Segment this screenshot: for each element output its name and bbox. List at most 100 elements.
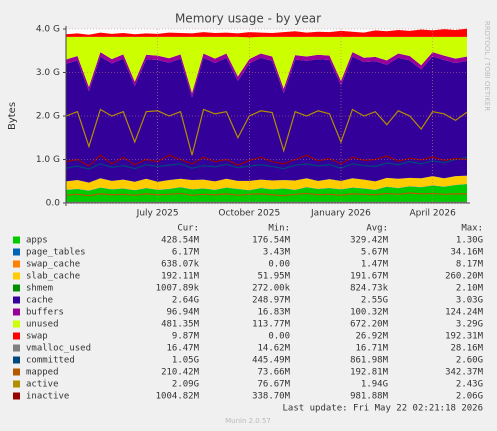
legend-value: 3.43M	[263, 248, 291, 258]
legend-label: committed	[26, 356, 75, 366]
legend-value: 16.83M	[257, 308, 290, 318]
legend-label: vmalloc_used	[26, 344, 91, 354]
legend-value: 329.42M	[350, 236, 389, 246]
legend-value: 0.00	[268, 332, 290, 342]
legend-value: 96.94M	[166, 308, 199, 318]
x-tick-label: April 2026	[409, 209, 456, 219]
legend-value: 192.81M	[350, 368, 389, 378]
legend-label: unused	[26, 320, 59, 330]
legend-value: 861.98M	[350, 356, 389, 366]
legend-value: 14.62M	[257, 344, 290, 354]
legend-swatch	[13, 356, 20, 364]
last-update: Last update: Fri May 22 02:21:18 2026	[283, 404, 483, 414]
legend-value: 2.43G	[456, 380, 483, 390]
line	[65, 156, 468, 170]
legend-swatch	[13, 248, 20, 256]
legend-value: 2.64G	[172, 296, 199, 306]
legend-label: swap_cache	[26, 260, 80, 270]
legend-label: swap	[26, 332, 48, 342]
legend-label: slab_cache	[26, 272, 80, 282]
legend-label: mapped	[26, 368, 59, 378]
legend-swatch	[13, 260, 20, 268]
legend-value: 638.07k	[161, 260, 200, 270]
legend-value: 3.29G	[456, 320, 483, 330]
legend-value: 8.17M	[456, 260, 484, 270]
line	[65, 192, 467, 197]
legend-value: 1.47M	[361, 260, 389, 270]
legend-value: 1.05G	[172, 356, 199, 366]
legend-label: inactive	[26, 392, 69, 402]
y-tick-label: 0.0	[46, 199, 61, 209]
legend-label: active	[26, 380, 59, 390]
legend-value: 981.88M	[350, 392, 389, 402]
legend-value: 34.16M	[450, 248, 483, 258]
legend-label: shmem	[26, 284, 53, 294]
legend-value: 192.31M	[445, 332, 484, 342]
y-tick-label: 4.0 G	[36, 25, 60, 35]
y-axis-label: Bytes	[7, 102, 18, 130]
legend-value: 16.71M	[355, 344, 388, 354]
chart-title: Memory usage - by year	[175, 12, 321, 26]
legend-value: 3.03G	[456, 296, 483, 306]
legend-value: 191.67M	[350, 272, 389, 282]
legend-value: 1004.82M	[156, 392, 200, 402]
legend-value: 76.67M	[257, 380, 290, 390]
legend-value: 1.30G	[456, 236, 483, 246]
column-header: Max:	[461, 224, 483, 234]
legend-value: 2.09G	[172, 380, 199, 390]
legend-value: 16.47M	[166, 344, 199, 354]
legend-value: 51.95M	[257, 272, 290, 282]
legend-swatch	[13, 272, 20, 280]
legend-swatch	[13, 344, 20, 352]
area	[66, 52, 467, 98]
legend-label: buffers	[26, 308, 64, 318]
legend-value: 0.00	[268, 260, 290, 270]
legend-value: 124.24M	[445, 308, 484, 318]
column-header: Avg:	[366, 224, 388, 234]
legend-swatch	[13, 308, 20, 316]
legend-label: apps	[26, 236, 48, 246]
area	[66, 56, 467, 183]
legend-value: 260.20M	[445, 272, 484, 282]
x-tick-label: January 2026	[310, 209, 371, 219]
y-tick-label: 2.0 G	[36, 112, 60, 122]
legend-label: page_tables	[26, 248, 86, 258]
x-tick-label: July 2025	[136, 209, 179, 219]
area	[66, 36, 467, 94]
line	[65, 108, 468, 156]
legend-value: 481.35M	[161, 320, 200, 330]
legend-value: 272.00k	[252, 284, 291, 294]
legend-swatch	[13, 296, 20, 304]
legend-swatch	[13, 236, 20, 244]
legend-value: 100.32M	[350, 308, 389, 318]
legend-swatch	[13, 332, 20, 340]
legend-value: 28.16M	[450, 344, 483, 354]
legend-swatch	[13, 392, 20, 400]
legend-swatch	[13, 380, 20, 388]
legend-value: 6.17M	[172, 248, 200, 258]
area	[66, 28, 467, 38]
legend-value: 2.60G	[456, 356, 483, 366]
legend-value: 113.77M	[252, 320, 291, 330]
legend-value: 342.37M	[445, 368, 484, 378]
column-header: Min:	[268, 224, 290, 234]
legend-value: 672.20M	[350, 320, 389, 330]
legend-swatch	[13, 368, 20, 376]
area	[66, 184, 467, 191]
side-text: RRDTOOL / TOBI OETIKER	[483, 21, 491, 111]
legend-value: 445.49M	[252, 356, 291, 366]
legend-value: 1.94G	[361, 380, 388, 390]
legend-value: 2.06G	[456, 392, 483, 402]
legend-value: 73.66M	[257, 368, 290, 378]
legend-value: 210.42M	[161, 368, 200, 378]
legend-value: 5.67M	[361, 248, 389, 258]
line	[65, 154, 468, 167]
legend-value: 9.87M	[172, 332, 200, 342]
legend-value: 192.11M	[161, 272, 200, 282]
x-tick-label: October 2025	[218, 209, 280, 219]
column-header: Cur:	[177, 224, 199, 234]
footer: Munin 2.0.57	[225, 417, 271, 425]
area	[66, 175, 467, 191]
legend-swatch	[13, 320, 20, 328]
